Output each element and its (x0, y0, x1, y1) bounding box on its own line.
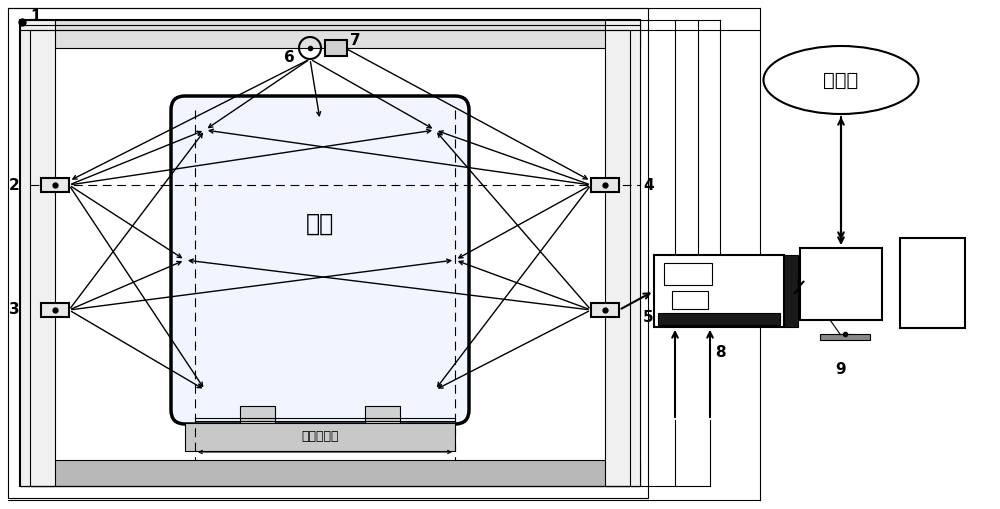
Bar (672, 291, 708, 309)
Text: 7: 7 (350, 33, 361, 47)
Bar (658, 313, 780, 325)
Text: 5: 5 (643, 309, 654, 325)
Text: 车厂: 车厂 (306, 212, 334, 236)
Bar (41, 178, 69, 192)
Text: 4: 4 (643, 178, 654, 192)
Bar (605, 20, 640, 486)
Bar (185, 423, 455, 451)
Bar (820, 334, 870, 340)
Bar (654, 255, 784, 327)
Text: 3: 3 (9, 302, 20, 318)
Text: 铁轨及路基: 铁轨及路基 (301, 431, 339, 443)
Bar (591, 303, 619, 317)
Bar (325, 40, 347, 56)
Bar (591, 178, 619, 192)
Bar (784, 255, 798, 327)
Text: 互联网: 互联网 (823, 71, 859, 90)
Bar (365, 406, 400, 424)
Bar (664, 263, 712, 285)
Text: 6: 6 (284, 49, 295, 65)
Bar (800, 248, 882, 320)
Bar (20, 460, 640, 486)
FancyBboxPatch shape (171, 96, 469, 424)
Bar (8, 8, 648, 498)
Text: 2: 2 (9, 178, 20, 192)
Bar (30, 30, 630, 486)
Text: 8: 8 (715, 345, 725, 360)
Bar (900, 238, 965, 328)
Bar (20, 20, 55, 486)
Bar (20, 20, 640, 486)
Bar (240, 406, 275, 424)
Ellipse shape (764, 46, 918, 114)
Text: 9: 9 (836, 362, 846, 377)
Bar (20, 20, 640, 48)
Text: 1: 1 (30, 9, 40, 23)
Bar (41, 303, 69, 317)
